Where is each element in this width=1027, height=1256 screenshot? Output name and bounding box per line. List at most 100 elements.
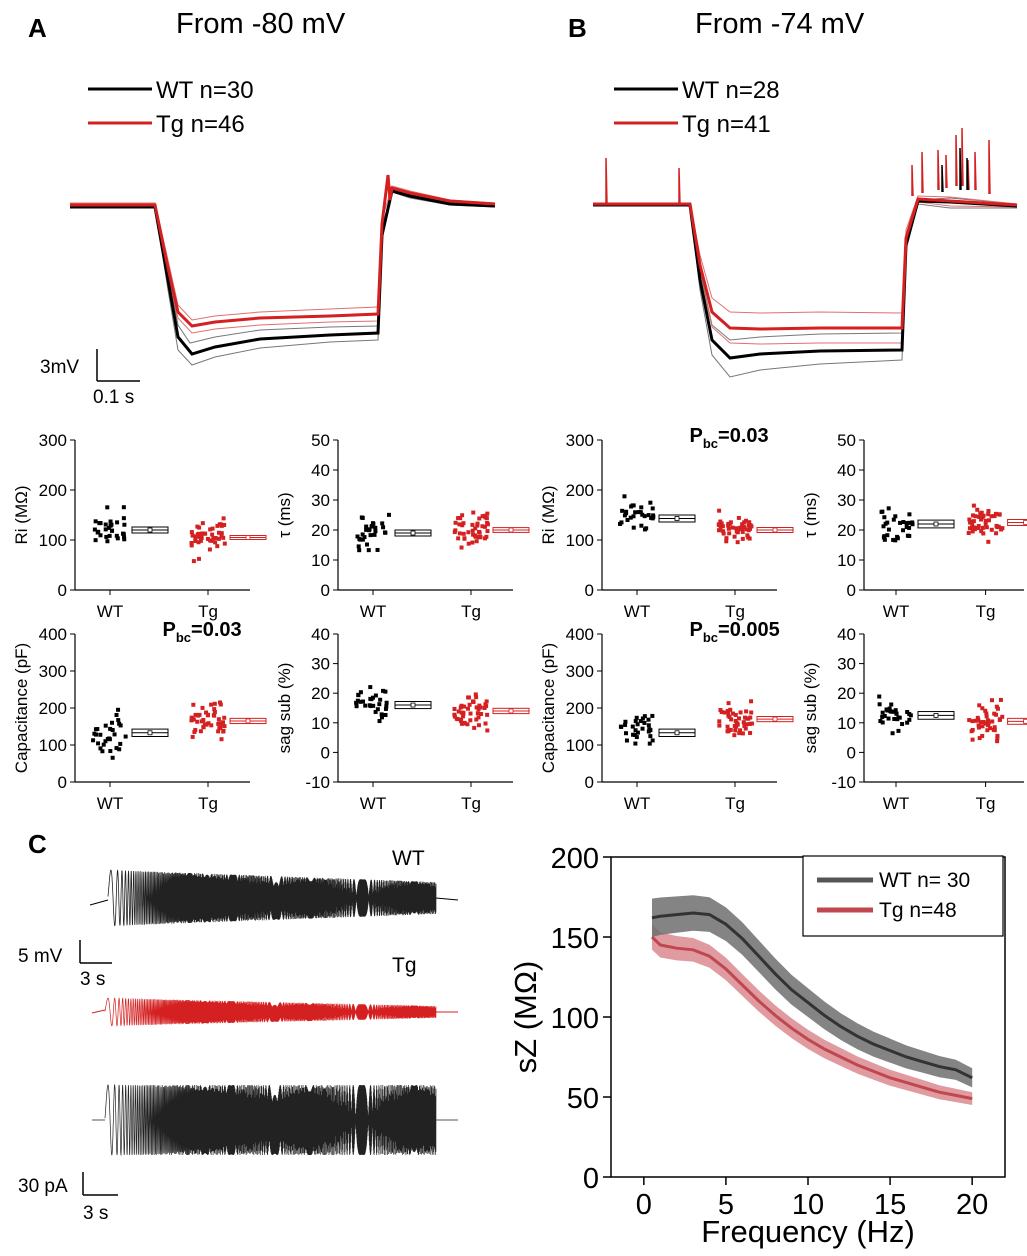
data-point bbox=[122, 522, 127, 527]
data-point bbox=[115, 536, 120, 541]
data-point bbox=[877, 702, 882, 707]
data-point bbox=[891, 709, 896, 714]
data-point bbox=[734, 526, 739, 531]
data-point bbox=[885, 520, 890, 525]
data-point bbox=[453, 528, 458, 533]
data-point bbox=[880, 720, 885, 725]
data-point bbox=[635, 730, 640, 735]
data-point bbox=[371, 703, 376, 708]
data-point bbox=[216, 721, 221, 726]
data-point bbox=[458, 718, 463, 723]
data-point bbox=[719, 710, 724, 715]
data-point bbox=[977, 703, 982, 708]
data-point bbox=[642, 720, 647, 725]
y-tick-label: 40 bbox=[311, 625, 330, 644]
x-tick-label: Tg bbox=[461, 602, 481, 621]
data-point bbox=[473, 526, 478, 531]
data-point bbox=[717, 508, 722, 513]
y-tick-label: 400 bbox=[39, 625, 67, 644]
y-tick-label: 20 bbox=[837, 684, 856, 703]
data-point bbox=[882, 537, 887, 542]
p-value-sub: bc bbox=[703, 630, 718, 645]
data-point bbox=[200, 705, 205, 710]
y-tick-label: -10 bbox=[831, 773, 856, 792]
data-point bbox=[205, 713, 210, 718]
data-point bbox=[733, 718, 738, 723]
data-point bbox=[92, 731, 97, 736]
data-point bbox=[892, 716, 897, 721]
data-point bbox=[904, 525, 909, 530]
data-point bbox=[476, 529, 481, 534]
data-point bbox=[110, 720, 115, 725]
data-point bbox=[738, 525, 743, 530]
y-axis-label-text: sZ (M bbox=[508, 994, 543, 1073]
data-point bbox=[635, 722, 640, 727]
trace-a-tg-upper bbox=[70, 185, 496, 321]
data-point bbox=[452, 712, 457, 717]
y-axis-label-end: ) bbox=[12, 486, 31, 492]
data-point bbox=[624, 509, 629, 514]
data-point bbox=[996, 524, 1001, 529]
data-point bbox=[719, 521, 724, 526]
y-tick-label: 0 bbox=[847, 581, 856, 600]
data-point bbox=[994, 704, 999, 709]
data-point bbox=[108, 726, 113, 731]
data-point bbox=[986, 539, 991, 544]
data-point bbox=[994, 712, 999, 717]
y-tick-label: 10 bbox=[311, 714, 330, 733]
data-point bbox=[989, 514, 994, 519]
data-point bbox=[369, 524, 374, 529]
data-point bbox=[216, 729, 221, 734]
data-point bbox=[748, 715, 753, 720]
data-point bbox=[482, 524, 487, 529]
y-tick-label: 0 bbox=[585, 581, 594, 600]
data-point bbox=[633, 719, 638, 724]
data-point bbox=[110, 755, 115, 760]
data-point bbox=[975, 507, 980, 512]
data-point bbox=[727, 715, 732, 720]
data-point bbox=[116, 707, 121, 712]
data-point bbox=[364, 524, 369, 529]
y-tick-label: 200 bbox=[39, 699, 67, 718]
data-point bbox=[986, 718, 991, 723]
data-point bbox=[380, 521, 385, 526]
y-tick-label: 0 bbox=[583, 1163, 599, 1195]
data-point bbox=[222, 724, 227, 729]
data-point bbox=[199, 719, 204, 724]
data-point bbox=[221, 729, 226, 734]
chirp-wt-tail bbox=[435, 897, 459, 901]
data-point bbox=[887, 706, 892, 711]
data-point bbox=[722, 710, 727, 715]
data-point bbox=[973, 514, 978, 519]
data-point bbox=[886, 716, 891, 721]
data-point bbox=[976, 725, 981, 730]
data-point bbox=[108, 749, 113, 754]
trace-b-spikes bbox=[605, 127, 991, 205]
data-point bbox=[220, 720, 225, 725]
data-point bbox=[619, 520, 624, 525]
data-point bbox=[980, 724, 985, 729]
data-point bbox=[984, 525, 989, 530]
p-value-annotation: Pbc=0.005 bbox=[690, 619, 780, 645]
p-value-rest: =0.005 bbox=[718, 619, 780, 641]
y-axis-label: Capacitance (pF) bbox=[539, 643, 558, 773]
data-point bbox=[993, 511, 998, 516]
data-point bbox=[357, 536, 362, 541]
data-point bbox=[977, 514, 982, 519]
data-point bbox=[747, 536, 752, 541]
data-point bbox=[973, 718, 978, 723]
data-point bbox=[910, 522, 915, 527]
y-tick-label: 30 bbox=[837, 655, 856, 674]
data-point bbox=[354, 700, 359, 705]
data-point bbox=[735, 530, 740, 535]
data-point bbox=[198, 538, 203, 543]
data-point bbox=[466, 541, 471, 546]
data-point bbox=[215, 544, 220, 549]
data-point bbox=[1000, 526, 1005, 531]
data-point bbox=[890, 731, 895, 736]
data-point bbox=[732, 723, 737, 728]
p-value-main: P bbox=[690, 425, 703, 447]
data-point bbox=[480, 524, 485, 529]
data-point bbox=[461, 521, 466, 526]
data-point bbox=[92, 527, 97, 532]
